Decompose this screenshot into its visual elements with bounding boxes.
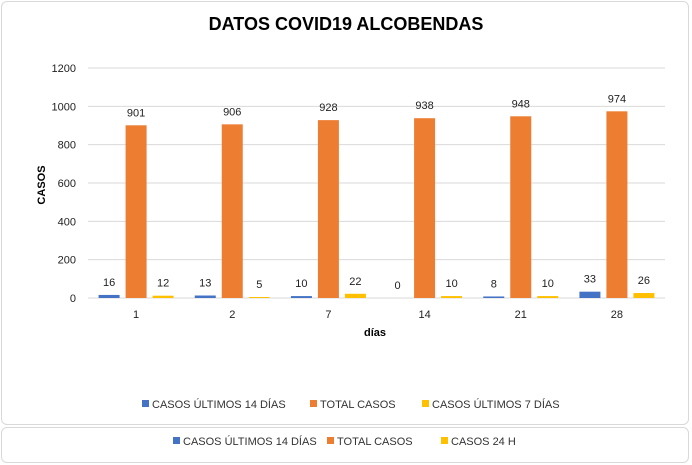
legend-label: TOTAL CASOS <box>320 399 396 411</box>
bar <box>248 297 270 298</box>
legend-label: CASOS ÚLTIMOS 7 DÍAS <box>432 398 560 411</box>
legend-swatch <box>327 437 334 444</box>
data-label: 906 <box>223 106 241 118</box>
y-tick-label: 200 <box>58 255 76 267</box>
legend-label: TOTAL CASOS <box>337 436 413 448</box>
bar <box>441 296 463 298</box>
legend-swatch <box>422 400 429 407</box>
bar <box>537 296 559 298</box>
bar <box>579 291 601 298</box>
x-tick-label: 2 <box>229 309 235 321</box>
y-tick-label: 0 <box>70 293 76 305</box>
secondary-legend-area <box>1 427 689 463</box>
y-tick-label: 1200 <box>52 63 76 75</box>
data-label: 10 <box>445 278 457 290</box>
legend-swatch <box>173 437 180 444</box>
bar <box>194 295 216 298</box>
y-axis-title: CASOS <box>36 165 48 204</box>
data-label: 33 <box>584 274 596 286</box>
chart-title: DATOS COVID19 ALCOBENDAS <box>209 14 484 34</box>
data-label: 13 <box>199 278 211 290</box>
bar <box>483 296 505 298</box>
legend-swatch <box>441 437 448 444</box>
data-label: 0 <box>395 280 401 292</box>
bar <box>344 293 366 298</box>
x-tick-label: 21 <box>515 309 527 321</box>
data-label: 948 <box>512 98 530 110</box>
legend-label: CASOS ÚLTIMOS 14 DÍAS <box>152 398 286 411</box>
x-tick-label: 1 <box>133 309 139 321</box>
data-label: 938 <box>415 100 433 112</box>
bar <box>98 294 120 298</box>
bar <box>606 111 628 298</box>
legend-label: CASOS ÚLTIMOS 14 DÍAS <box>183 435 317 448</box>
x-tick-label: 7 <box>325 309 331 321</box>
data-label: 22 <box>349 276 361 288</box>
data-label: 974 <box>608 93 626 105</box>
bar <box>317 120 339 298</box>
bar <box>125 125 147 298</box>
data-label: 12 <box>157 278 169 290</box>
bar <box>414 118 436 298</box>
legend-label: CASOS 24 H <box>451 436 516 448</box>
data-label: 928 <box>319 102 337 114</box>
data-label: 16 <box>103 277 115 289</box>
data-label: 10 <box>295 278 307 290</box>
chart-area <box>1 1 689 425</box>
bar <box>152 295 174 298</box>
y-tick-label: 800 <box>58 140 76 152</box>
y-tick-label: 1000 <box>52 101 76 113</box>
bar <box>221 124 243 298</box>
bar <box>633 293 655 298</box>
data-label: 5 <box>256 279 262 291</box>
data-label: 26 <box>638 275 650 287</box>
data-label: 8 <box>491 278 497 290</box>
x-tick-label: 14 <box>418 309 430 321</box>
legend-swatch <box>310 400 317 407</box>
data-label: 901 <box>127 107 145 119</box>
y-tick-label: 600 <box>58 178 76 190</box>
data-label: 10 <box>542 278 554 290</box>
bar <box>290 296 312 298</box>
x-axis-title: días <box>364 327 386 339</box>
y-tick-label: 400 <box>58 216 76 228</box>
bar <box>510 116 532 298</box>
x-tick-label: 28 <box>611 309 623 321</box>
legend-swatch <box>142 400 149 407</box>
